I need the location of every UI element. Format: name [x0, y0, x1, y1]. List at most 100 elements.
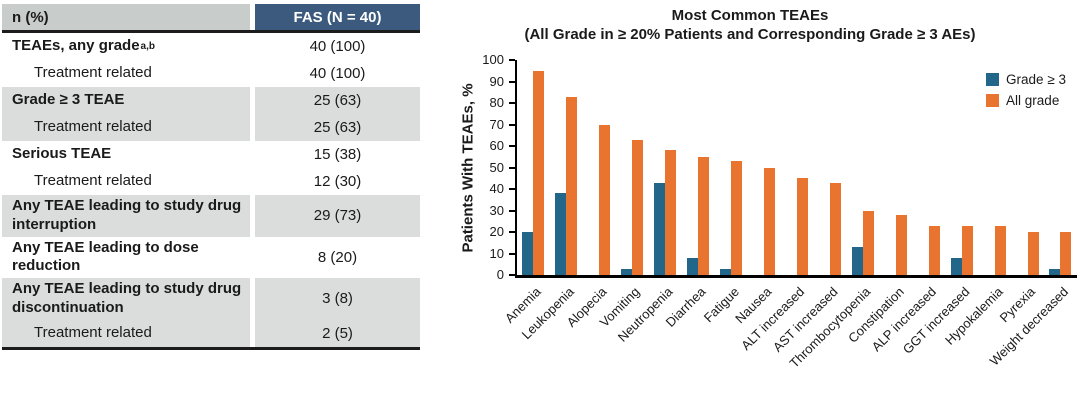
table-header-row: n (%) FAS (N = 40)	[2, 4, 420, 33]
teae-summary-table: n (%) FAS (N = 40) TEAEs, any grade a,b 40…	[2, 4, 420, 350]
y-ticks: 0 10 20 30 40 50 60 70 80 90 100	[482, 52, 1077, 282]
bar	[829, 182, 841, 275]
table-body: TEAEs, any grade a,b 40 (100) Treatment rel…	[2, 33, 420, 347]
table-row: Any TEAE leading to dose reduction 8 (20)	[2, 236, 420, 278]
row-value: 25 (63)	[255, 114, 420, 141]
table-row: Treatment related 12 (30)	[2, 168, 420, 195]
row-label: Treatment related	[2, 114, 250, 141]
bar	[621, 268, 633, 275]
bar-group	[550, 60, 583, 275]
bar-group	[781, 60, 814, 275]
y-tick-mark	[509, 123, 515, 126]
bar	[566, 96, 578, 275]
bar-group	[813, 60, 846, 275]
legend: Grade ≥ 3 All grade	[986, 72, 1066, 114]
bar	[1049, 268, 1061, 275]
bar-group	[879, 60, 912, 275]
row-value: 40 (100)	[255, 60, 420, 87]
table-header-fas: FAS (N = 40)	[255, 4, 420, 30]
bar	[961, 225, 973, 275]
y-tick-label: 10	[489, 245, 504, 261]
table-row: TEAEs, any grade a,b 40 (100)	[2, 33, 420, 60]
legend-swatch-icon	[986, 94, 1000, 107]
bar	[720, 268, 732, 275]
bar-group	[978, 60, 1011, 275]
y-tick-mark	[509, 231, 515, 233]
table-row: Treatment related 2 (5)	[2, 319, 420, 347]
row-label: Serious TEAE	[2, 141, 250, 168]
y-tick-label: 100	[482, 52, 504, 67]
y-axis-label: Patients With TEAEs, %	[459, 83, 477, 253]
bar	[687, 257, 699, 275]
bar-group	[649, 60, 682, 275]
table-row: Any TEAE leading to study drug discontin…	[2, 278, 420, 320]
bar	[994, 225, 1006, 275]
bar	[632, 139, 644, 275]
row-value: 29 (73)	[255, 195, 420, 237]
row-value: 3 (8)	[255, 278, 420, 320]
legend-item: Grade ≥ 3	[986, 72, 1066, 87]
row-label: Grade ≥ 3 TEAE	[2, 87, 250, 114]
bar	[1060, 232, 1072, 275]
chart-title-line2: (All Grade in ≥ 20% Patients and Corresp…	[524, 25, 976, 43]
bar-group	[715, 60, 748, 275]
y-tick-label: 0	[496, 267, 504, 282]
bar	[796, 178, 808, 275]
row-label: Any TEAE leading to dose reduction	[2, 236, 250, 278]
bar-group	[583, 60, 616, 275]
row-label: Treatment related	[2, 319, 250, 347]
row-label: Treatment related	[2, 60, 250, 87]
bar-group	[517, 60, 550, 275]
row-value: 8 (20)	[255, 236, 420, 278]
y-tick-mark	[509, 188, 515, 190]
legend-item: All grade	[986, 93, 1066, 108]
bar	[555, 193, 567, 275]
chart-title: Most Common TEAEs (All Grade in ≥ 20% Pa…	[420, 7, 1080, 45]
teae-bar-chart: Most Common TEAEs (All Grade in ≥ 20% Pa…	[420, 0, 1080, 400]
y-tick-mark	[509, 209, 515, 212]
bar-group	[1044, 60, 1077, 275]
bar	[731, 161, 743, 275]
bar-group	[912, 60, 945, 275]
row-label: Any TEAE leading to study drug discontin…	[2, 278, 250, 320]
bar-group	[945, 60, 978, 275]
chart-title-line1: Most Common TEAEs	[671, 7, 829, 24]
y-tick-label: 30	[489, 202, 504, 218]
legend-label: All grade	[1006, 93, 1060, 108]
bar	[928, 225, 940, 275]
y-tick-mark	[509, 102, 515, 104]
x-labels: Anemia Leukopenia Alopecia Vomiting Neutrope…	[502, 275, 1077, 400]
row-label: Treatment related	[2, 168, 250, 195]
bar	[522, 232, 534, 275]
table-row: Serious TEAE 15 (38)	[2, 141, 420, 168]
bar	[599, 124, 611, 275]
table-row: Treatment related 25 (63)	[2, 114, 420, 141]
bars-layer	[517, 60, 1077, 275]
y-tick-label: 80	[489, 95, 504, 110]
y-tick-label: 70	[489, 116, 504, 132]
bar	[1027, 232, 1039, 275]
table-row: Grade ≥ 3 TEAE 25 (63)	[2, 87, 420, 114]
row-label: Any TEAE leading to study drug interrupt…	[2, 195, 250, 237]
y-tick-mark	[509, 274, 515, 276]
bar	[895, 214, 907, 275]
y-tick-mark	[509, 166, 515, 169]
y-tick-mark	[509, 252, 515, 255]
plot-area: 0 10 20 30 40 50 60 70 80 90 100 Anemia Leukopenia A…	[482, 52, 1077, 371]
legend-label: Grade ≥ 3	[1006, 72, 1066, 87]
y-tick-mark	[509, 145, 515, 147]
bar-group	[616, 60, 649, 275]
y-tick-label: 60	[489, 138, 504, 153]
y-tick-label: 90	[489, 73, 504, 89]
bar	[698, 156, 710, 275]
bar-group	[846, 60, 879, 275]
bar	[654, 182, 666, 275]
y-tick-label: 20	[489, 224, 504, 239]
row-value: 25 (63)	[255, 87, 420, 114]
row-value: 12 (30)	[255, 168, 420, 195]
bar-group	[682, 60, 715, 275]
bar	[533, 70, 545, 275]
row-value: 15 (38)	[255, 141, 420, 168]
row-value: 2 (5)	[255, 319, 420, 347]
y-tick-mark	[509, 59, 515, 61]
